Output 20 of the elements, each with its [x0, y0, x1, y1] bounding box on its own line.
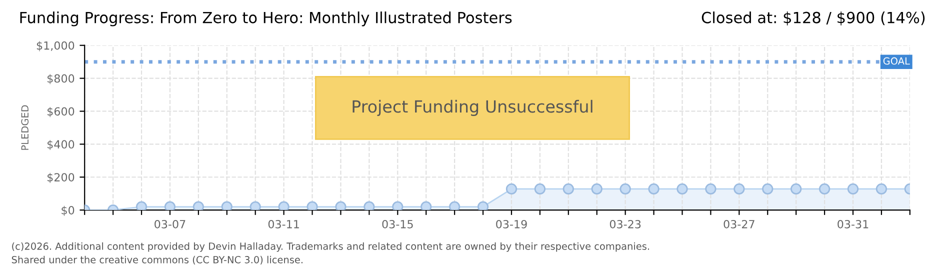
- y-tick-label: $0: [62, 206, 74, 216]
- y-tick-label: $600: [48, 107, 74, 118]
- y-tick-label: $200: [48, 172, 74, 183]
- ref-line-label: GOAL: [883, 57, 910, 65]
- y-tick-label: $800: [48, 74, 74, 84]
- x-tick-label: 03-15: [382, 220, 413, 228]
- text: Shared under the creative commons (CC BY-NC 3.0) license.: [12, 256, 302, 265]
- annotation: Project Funding Unsuccessful: [352, 100, 592, 116]
- chart-title: Funding Progress: From Zero to Hero: Monthly Illustrated Posters: [20, 12, 512, 26]
- y-tick-label: $400: [48, 140, 74, 150]
- x-tick-label: 03-27: [724, 220, 754, 228]
- x-tick-label: 03-23: [610, 220, 641, 228]
- x-tick-label: 03-11: [268, 220, 299, 228]
- y-axis-title: PLEDGED: [21, 105, 29, 150]
- x-tick-label: 03-19: [496, 220, 527, 228]
- x-tick-label: 03-31: [838, 220, 868, 228]
- chart-subtitle: Closed at: $128 / $900 (14%): [702, 12, 925, 26]
- text: (c)2026. Additional content provided by Devin Halladay. Trademarks and related content are owned by their respective companies.: [12, 242, 649, 252]
- y-tick-label: $1,000: [36, 41, 74, 52]
- x-tick-label: 03-07: [154, 220, 186, 228]
